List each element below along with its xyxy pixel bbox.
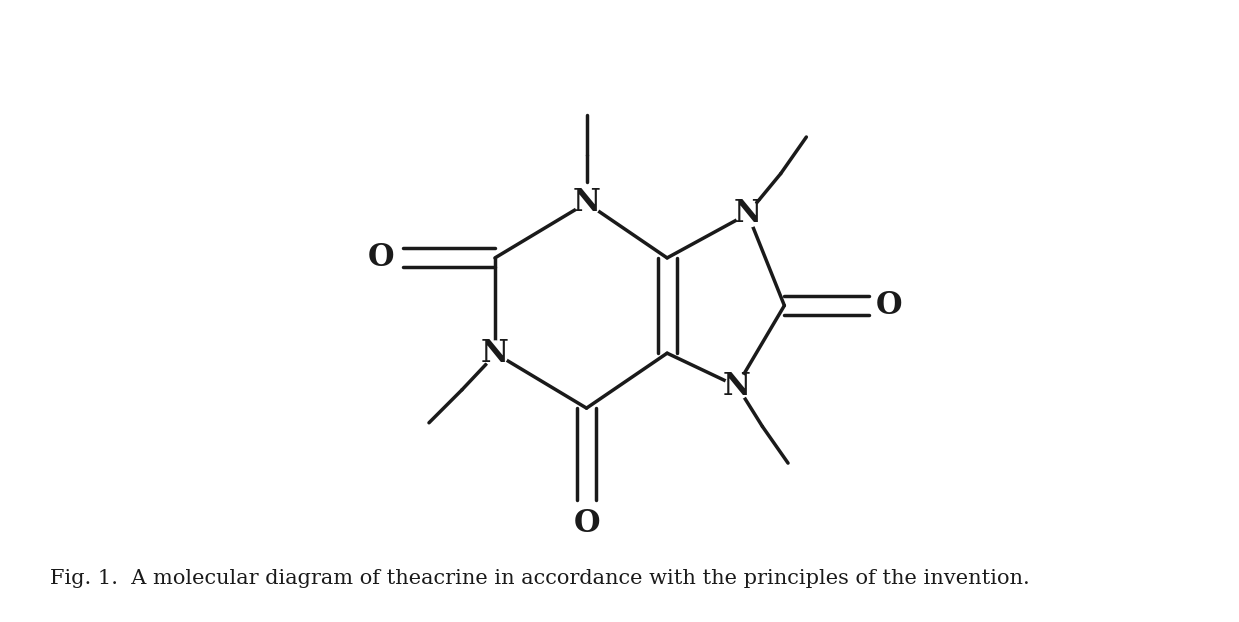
Text: Fig. 1.  A molecular diagram of theacrine in accordance with the principles of t: Fig. 1. A molecular diagram of theacrine… xyxy=(50,569,1030,588)
Text: N: N xyxy=(481,338,509,369)
Text: N: N xyxy=(733,198,762,230)
Text: N: N xyxy=(572,187,601,218)
Text: O: O xyxy=(876,290,902,321)
Text: N: N xyxy=(722,371,751,402)
Text: O: O xyxy=(574,508,600,539)
Text: O: O xyxy=(368,243,394,274)
